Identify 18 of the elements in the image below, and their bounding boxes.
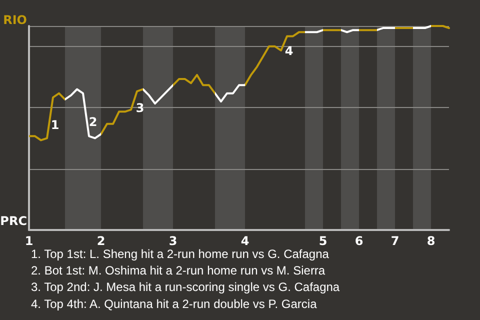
text: PRC [0,214,28,228]
text: 3. Top 2nd: J. Mesa hit a run-scoring single vs G. Cafagna [31,280,340,294]
x-tick-label: 2 [96,234,106,248]
annotation: 4 [284,44,294,58]
x-tick-label: 5 [318,234,328,248]
x-tick-label: 6 [354,234,364,248]
text: RIO [3,13,27,27]
text: 4. Top 4th: A. Quintana hit a 2-run double vs P. Garcia [31,296,318,311]
text: 1. Top 1st: L. Sheng hit a 2-run home run vs G. Cafagna [31,247,330,261]
x-tick-label: 8 [426,234,436,248]
x-tick-label: 4 [240,234,250,248]
x-tick-label: 1 [24,234,34,248]
text: 2. Bot 1st: M. Oshima hit a 2-run home run vs M. Sierra [31,264,326,278]
x-tick-label: 3 [168,234,178,248]
annotation: 3 [136,101,144,115]
annotation: 2 [88,115,98,129]
x-tick-label: 7 [390,234,400,248]
annotation: 1 [50,118,60,132]
